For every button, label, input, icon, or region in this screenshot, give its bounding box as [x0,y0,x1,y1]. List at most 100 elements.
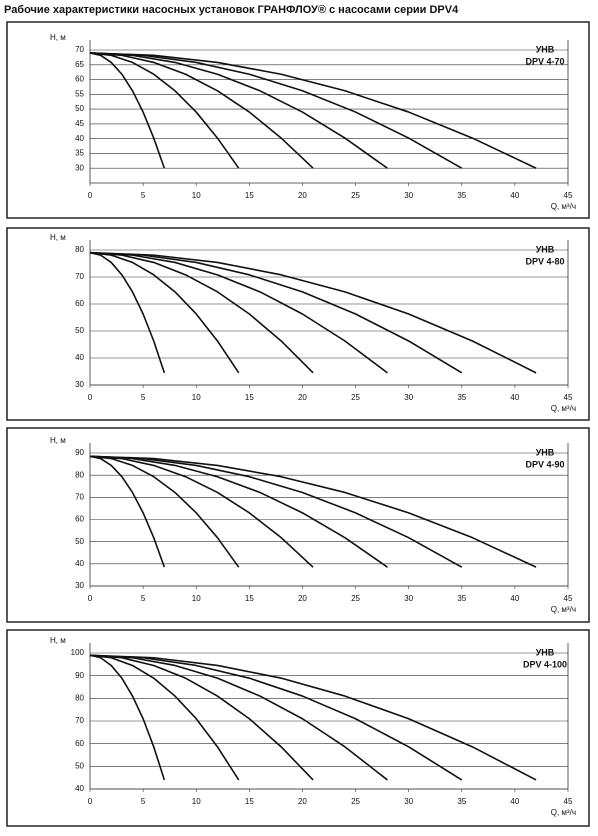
x-tick-label: 15 [245,393,254,402]
x-tick-label: 35 [457,191,466,200]
y-axis-label: H, м [50,436,66,445]
x-tick-label: 45 [564,797,573,806]
x-tick-label: 30 [404,797,413,806]
y-tick-label: 50 [75,104,84,113]
y-tick-label: 50 [75,761,84,770]
pump-curve [89,251,314,374]
x-tick-label: 40 [510,797,519,806]
chart-frame [6,427,590,623]
chart-subtitle: DPV 4-100 [523,659,567,669]
y-tick-label: 80 [75,693,84,702]
pump-curve [89,455,240,568]
y-tick-label: 40 [75,134,84,143]
y-tick-label: 60 [75,515,84,524]
y-tick-label: 70 [75,272,84,281]
chart-title: УНВ [536,647,555,657]
y-tick-label: 80 [75,245,84,254]
y-tick-label: 40 [75,353,84,362]
chart-subtitle: DPV 4-90 [525,459,564,469]
y-axis-label: H, м [50,636,66,645]
x-tick-label: 10 [192,191,201,200]
x-tick-label: 5 [141,797,146,806]
pump-curve [89,52,537,169]
x-tick-label: 20 [298,797,307,806]
y-tick-label: 55 [75,89,84,98]
y-tick-label: 70 [75,492,84,501]
pump-curve [89,455,463,568]
chart-frame [6,227,590,421]
x-tick-label: 30 [404,594,413,603]
y-tick-label: 90 [75,448,84,457]
pump-curve [89,52,166,169]
pump-curve [89,455,166,568]
chart-frame [6,21,590,219]
x-tick-label: 15 [245,594,254,603]
x-tick-label: 45 [564,393,573,402]
x-tick-label: 45 [564,191,573,200]
x-tick-label: 35 [457,594,466,603]
x-axis-label: Q, м³/ч [551,808,576,817]
x-tick-label: 20 [298,393,307,402]
x-tick-label: 0 [88,393,93,402]
x-tick-label: 25 [351,393,360,402]
y-tick-label: 35 [75,149,84,158]
x-tick-label: 45 [564,594,573,603]
pump-curve [89,654,537,781]
pump-curve [89,52,388,169]
y-tick-label: 90 [75,671,84,680]
pump-curve [89,52,314,169]
x-tick-label: 20 [298,191,307,200]
y-axis-label: H, м [50,33,66,42]
y-tick-label: 50 [75,326,84,335]
y-tick-label: 30 [75,581,84,590]
x-tick-label: 0 [88,191,93,200]
x-tick-label: 20 [298,594,307,603]
x-tick-label: 30 [404,191,413,200]
x-tick-label: 25 [351,797,360,806]
y-tick-label: 70 [75,716,84,725]
pump-curve [89,52,463,169]
pump-curve [89,654,314,781]
page-title: Рабочие характеристики насосных установо… [4,4,459,16]
y-tick-label: 30 [75,163,84,172]
pump-curve [89,251,463,374]
x-axis-label: Q, м³/ч [551,605,576,614]
pump-curve [89,654,463,781]
x-tick-label: 25 [351,191,360,200]
y-tick-label: 60 [75,75,84,84]
pump-curve [89,52,240,169]
pump-curve [89,654,388,781]
y-tick-label: 60 [75,739,84,748]
pump-curve [89,455,314,568]
x-tick-label: 35 [457,797,466,806]
x-tick-label: 0 [88,594,93,603]
y-tick-label: 40 [75,784,84,793]
y-tick-label: 50 [75,537,84,546]
x-axis-label: Q, м³/ч [551,202,576,211]
chart-title: УНВ [536,244,555,254]
x-tick-label: 15 [245,797,254,806]
x-tick-label: 40 [510,594,519,603]
x-tick-label: 30 [404,393,413,402]
y-tick-label: 45 [75,119,84,128]
x-tick-label: 5 [141,191,146,200]
x-tick-label: 40 [510,191,519,200]
chart-frame [6,629,590,827]
chart-title: УНВ [536,44,555,54]
x-axis-label: Q, м³/ч [551,404,576,413]
x-tick-label: 10 [192,594,201,603]
y-tick-label: 60 [75,299,84,308]
pump-curve [89,251,388,374]
y-tick-label: 65 [75,60,84,69]
pump-curve [89,251,166,374]
pump-curve [89,455,388,568]
x-tick-label: 10 [192,393,201,402]
x-tick-label: 15 [245,191,254,200]
chart-subtitle: DPV 4-70 [525,56,564,66]
x-tick-label: 0 [88,797,93,806]
y-tick-label: 30 [75,380,84,389]
pump-curve [89,251,240,374]
x-tick-label: 5 [141,594,146,603]
x-tick-label: 25 [351,594,360,603]
